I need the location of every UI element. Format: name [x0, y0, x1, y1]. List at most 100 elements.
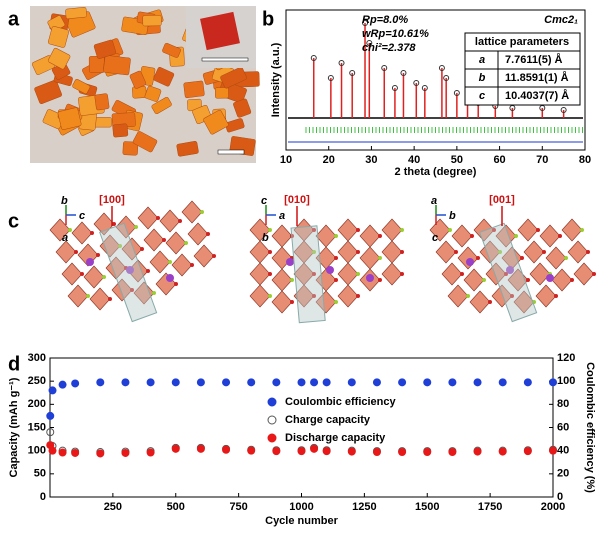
octahedron [143, 228, 165, 252]
octahedron [55, 240, 77, 264]
data-point [549, 378, 557, 387]
data-point [222, 445, 231, 454]
atom [90, 231, 94, 235]
octahedron [71, 221, 93, 245]
atom [268, 250, 272, 254]
octahedron [551, 268, 573, 292]
inset-crystal [200, 11, 240, 51]
data-point [171, 378, 180, 387]
axis-label: b [262, 232, 269, 244]
observed-point [443, 75, 450, 81]
x-tick-label: 20 [323, 154, 335, 166]
observed-point [400, 70, 407, 76]
atom [80, 272, 84, 276]
data-point [310, 378, 319, 387]
atom [268, 272, 272, 276]
panel-label: d [8, 353, 20, 375]
atom [482, 278, 486, 282]
atom [168, 260, 172, 264]
atom [118, 244, 122, 248]
octahedron [529, 262, 551, 286]
fit-annotation: chi²=2.378 [362, 42, 416, 54]
crystal [72, 79, 91, 94]
atom [130, 288, 134, 292]
plot-frame [285, 9, 586, 151]
atom [448, 228, 452, 232]
atom [152, 291, 156, 295]
octahedron [271, 224, 293, 248]
atom [498, 250, 502, 254]
atom [378, 278, 382, 282]
direction-label: [001] [489, 194, 515, 206]
y2-tick-label: 40 [557, 445, 569, 457]
crystal [112, 123, 129, 138]
octahedron [573, 262, 595, 286]
y2-tick-label: 80 [557, 398, 569, 410]
table-cell: a [479, 54, 485, 66]
atom [476, 256, 480, 260]
crystal [47, 26, 70, 48]
octahedron [111, 278, 133, 302]
atom [312, 250, 316, 254]
atom [174, 282, 178, 286]
atom [506, 266, 514, 274]
data-point [297, 378, 306, 387]
atom [312, 294, 316, 298]
x-tick-label: 750 [229, 501, 247, 513]
octahedron [293, 284, 315, 308]
crystal [88, 56, 105, 73]
data-point [423, 448, 432, 457]
atom [166, 274, 174, 282]
y2-tick-label: 60 [557, 421, 569, 433]
data-point [423, 378, 432, 387]
data-point [297, 447, 306, 456]
scale-bar [201, 57, 249, 62]
table-cell: 10.4037(7) Å [505, 89, 569, 102]
data-point [372, 448, 381, 457]
atom [564, 256, 568, 260]
atom [520, 256, 524, 260]
octahedron [539, 224, 561, 248]
table-cell: 7.7611(5) Å [505, 53, 563, 66]
atom [356, 294, 360, 298]
octahedron [535, 284, 557, 308]
atom [514, 234, 518, 238]
octahedron [271, 290, 293, 314]
crystal [144, 85, 162, 102]
octahedron [67, 284, 89, 308]
octahedron [381, 240, 403, 264]
octahedron [49, 218, 71, 242]
data-point [222, 378, 231, 387]
crystal [34, 79, 62, 104]
x-tick-label: 1250 [352, 501, 376, 513]
octahedron [447, 284, 469, 308]
octahedron [315, 224, 337, 248]
octahedron [187, 222, 209, 246]
x-tick-label: 250 [104, 501, 122, 513]
y-tick-label: 50 [34, 468, 46, 480]
octahedron [491, 284, 513, 308]
atom [334, 234, 338, 238]
data-point [58, 448, 67, 457]
atom [454, 250, 458, 254]
octahedron [337, 218, 359, 242]
data-point [121, 378, 130, 387]
x-axis-label: 2 theta (degree) [395, 166, 477, 178]
y2-tick-label: 0 [557, 491, 563, 503]
octahedron [159, 209, 181, 233]
octahedron [381, 262, 403, 286]
y2-tick-label: 100 [557, 375, 575, 387]
data-point [48, 446, 57, 455]
scale-bar [217, 149, 245, 155]
atom [312, 272, 316, 276]
atom [86, 258, 94, 266]
observed-point [438, 65, 445, 71]
atom [112, 222, 116, 226]
atom [268, 228, 272, 232]
atom [492, 228, 496, 232]
observed-point [366, 40, 373, 46]
cycling-chart: 0 50 100 150 200 250 300 0 20 40 60 80 100 120 250 500 7… [8, 352, 596, 527]
atom [286, 258, 294, 266]
xrd-chart: 10 20 30 40 50 60 70 80 2 theta (degree) Intensit… [270, 9, 591, 178]
